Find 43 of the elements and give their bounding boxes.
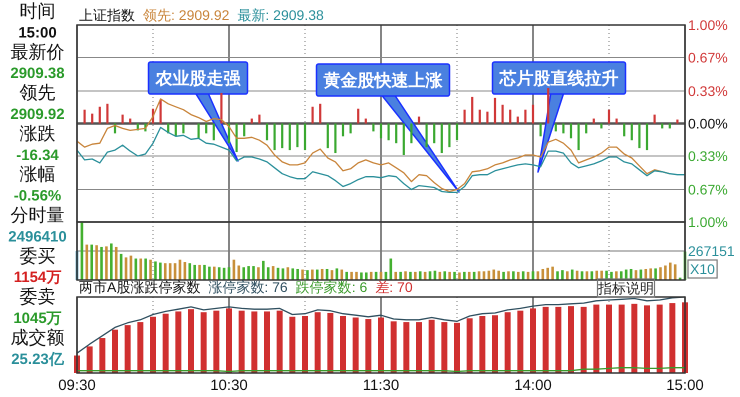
text: 15:00 bbox=[18, 24, 57, 42]
text: 涨跌 bbox=[20, 123, 56, 144]
text: 1154万 bbox=[14, 269, 62, 286]
annotation: 黄金股快速上涨 bbox=[322, 71, 444, 90]
series-label: 涨停家数: 76 bbox=[208, 279, 288, 295]
series-label: 差: 70 bbox=[375, 279, 413, 295]
text: 最新价 bbox=[10, 42, 64, 62]
text: 领先: 2909.92 bbox=[143, 7, 230, 23]
text: 267151 bbox=[688, 243, 735, 259]
annotation: 农业股走强 bbox=[154, 69, 242, 88]
x-tick-label: 11:30 bbox=[362, 377, 400, 394]
text: 分时量 bbox=[10, 205, 64, 225]
chart-title: 上证指数 bbox=[79, 7, 135, 23]
text: -16.34 bbox=[16, 146, 60, 164]
y-tick-label: 1.00% bbox=[688, 214, 728, 230]
text: 2909.92 bbox=[10, 106, 65, 123]
text: 25.23亿 bbox=[11, 350, 65, 368]
text: 涨幅 bbox=[20, 164, 56, 184]
text: 1045万 bbox=[13, 310, 62, 327]
text: 委卖 bbox=[20, 286, 56, 307]
y-tick-label: 1.00% bbox=[688, 17, 728, 33]
text: X10 bbox=[690, 261, 716, 277]
annotation: 芯片股直线拉升 bbox=[498, 69, 618, 88]
text: 2496410 bbox=[8, 228, 67, 246]
text: 领先 bbox=[20, 82, 56, 103]
text: 成交额 bbox=[10, 327, 64, 348]
y-tick-label: 0.33% bbox=[688, 82, 728, 99]
x-tick-label: 15:00 bbox=[666, 377, 704, 394]
x-tick-label: 10:30 bbox=[210, 377, 248, 394]
text: 跌停家数: 6 bbox=[296, 279, 368, 295]
y-tick-label: 0.67% bbox=[688, 181, 728, 198]
text: 委买 bbox=[20, 246, 56, 266]
chart-title: 两市A股涨跌停家数 bbox=[79, 279, 200, 295]
text: -0.56% bbox=[14, 188, 62, 205]
annotation: 指标说明 bbox=[597, 280, 654, 296]
x-tick-label: 09:30 bbox=[58, 377, 96, 394]
text: 时间 bbox=[20, 1, 56, 21]
text: 2909.38 bbox=[10, 65, 65, 82]
text: 最新: 2909.38 bbox=[237, 7, 324, 23]
y-tick-label: 0.67% bbox=[688, 50, 728, 66]
y-tick-label: 0.00% bbox=[688, 116, 728, 132]
y-tick-label: 0.33% bbox=[688, 148, 728, 164]
x-tick-label: 14:00 bbox=[514, 377, 552, 394]
